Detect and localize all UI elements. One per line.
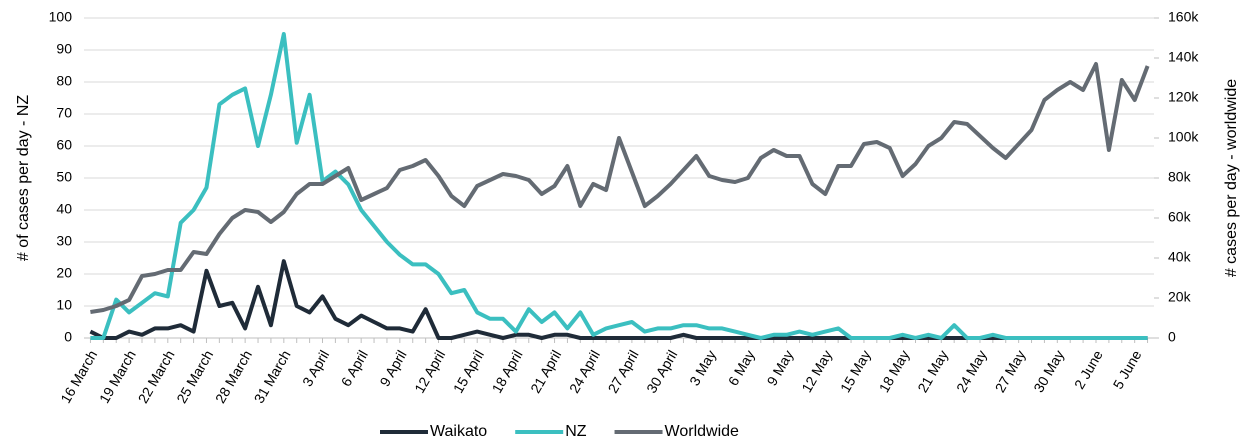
x-tick-label: 19 March [96,347,139,406]
series-line [90,32,1148,340]
x-tick-label: 21 May [914,347,951,395]
x-tick-label: 9 April [376,347,409,389]
y2-tick-label: 80k [1168,169,1192,185]
x-tick-label: 21 April [527,347,564,395]
legend-label: Waikato [430,423,487,440]
y-tick-label: 20 [56,265,72,281]
y2-tick-label: 160k [1168,9,1199,25]
x-tick-label: 18 April [488,347,525,395]
x-tick-label: 27 May [992,347,1029,395]
x-tick-label: 5 June [1110,347,1145,392]
x-tick-label: 12 April [411,347,448,395]
y2-tick-label: 40k [1168,249,1192,265]
x-tick-label: 31 March [251,347,294,406]
x-tick-label: 3 May [686,347,719,388]
y-tick-label: 0 [64,329,72,345]
x-tick-label: 6 April [338,347,371,389]
x-tick-label: 15 May [837,347,874,395]
y2-axis-title: # cases per day - worldwide [1223,79,1240,277]
x-tick-label: 24 May [953,347,990,395]
series-line [90,62,1150,314]
y2-tick-label: 140k [1168,49,1199,65]
y2-tick-label: 0 [1168,329,1176,345]
x-tick-label: 3 April [299,347,332,389]
y2-tick-label: 60k [1168,209,1192,225]
y-tick-label: 100 [49,9,73,25]
legend-label: Worldwide [665,423,740,440]
x-tick-label: 6 May [725,347,758,388]
y-tick-label: 10 [56,297,72,313]
y2-tick-label: 100k [1168,129,1199,145]
y-tick-label: 30 [56,233,72,249]
x-tick-label: 22 March [135,347,178,406]
x-tick-label: 27 April [604,347,641,395]
x-tick-label: 28 March [212,347,255,406]
y-axis-title: # of cases per day - NZ [15,95,32,262]
x-tick-label: 9 May [763,347,796,388]
x-tick-label: 2 June [1071,347,1106,392]
x-tick-label: 30 April [643,347,680,395]
y2-tick-label: 20k [1168,289,1192,305]
y-tick-label: 60 [56,137,72,153]
x-tick-label: 12 May [798,347,835,395]
x-tick-label: 16 March [57,347,100,406]
x-tick-label: 30 May [1030,347,1067,395]
x-tick-label: 18 May [876,347,913,395]
y2-tick-label: 120k [1168,89,1199,105]
y-tick-label: 90 [56,41,72,57]
y-tick-label: 50 [56,169,72,185]
x-tick-label: 24 April [566,347,603,395]
y-tick-label: 70 [56,105,72,121]
x-tick-label: 25 March [173,347,216,406]
x-tick-label: 15 April [450,347,487,395]
legend-label: NZ [565,423,587,440]
y-tick-label: 40 [56,201,72,217]
y-tick-label: 80 [56,73,72,89]
